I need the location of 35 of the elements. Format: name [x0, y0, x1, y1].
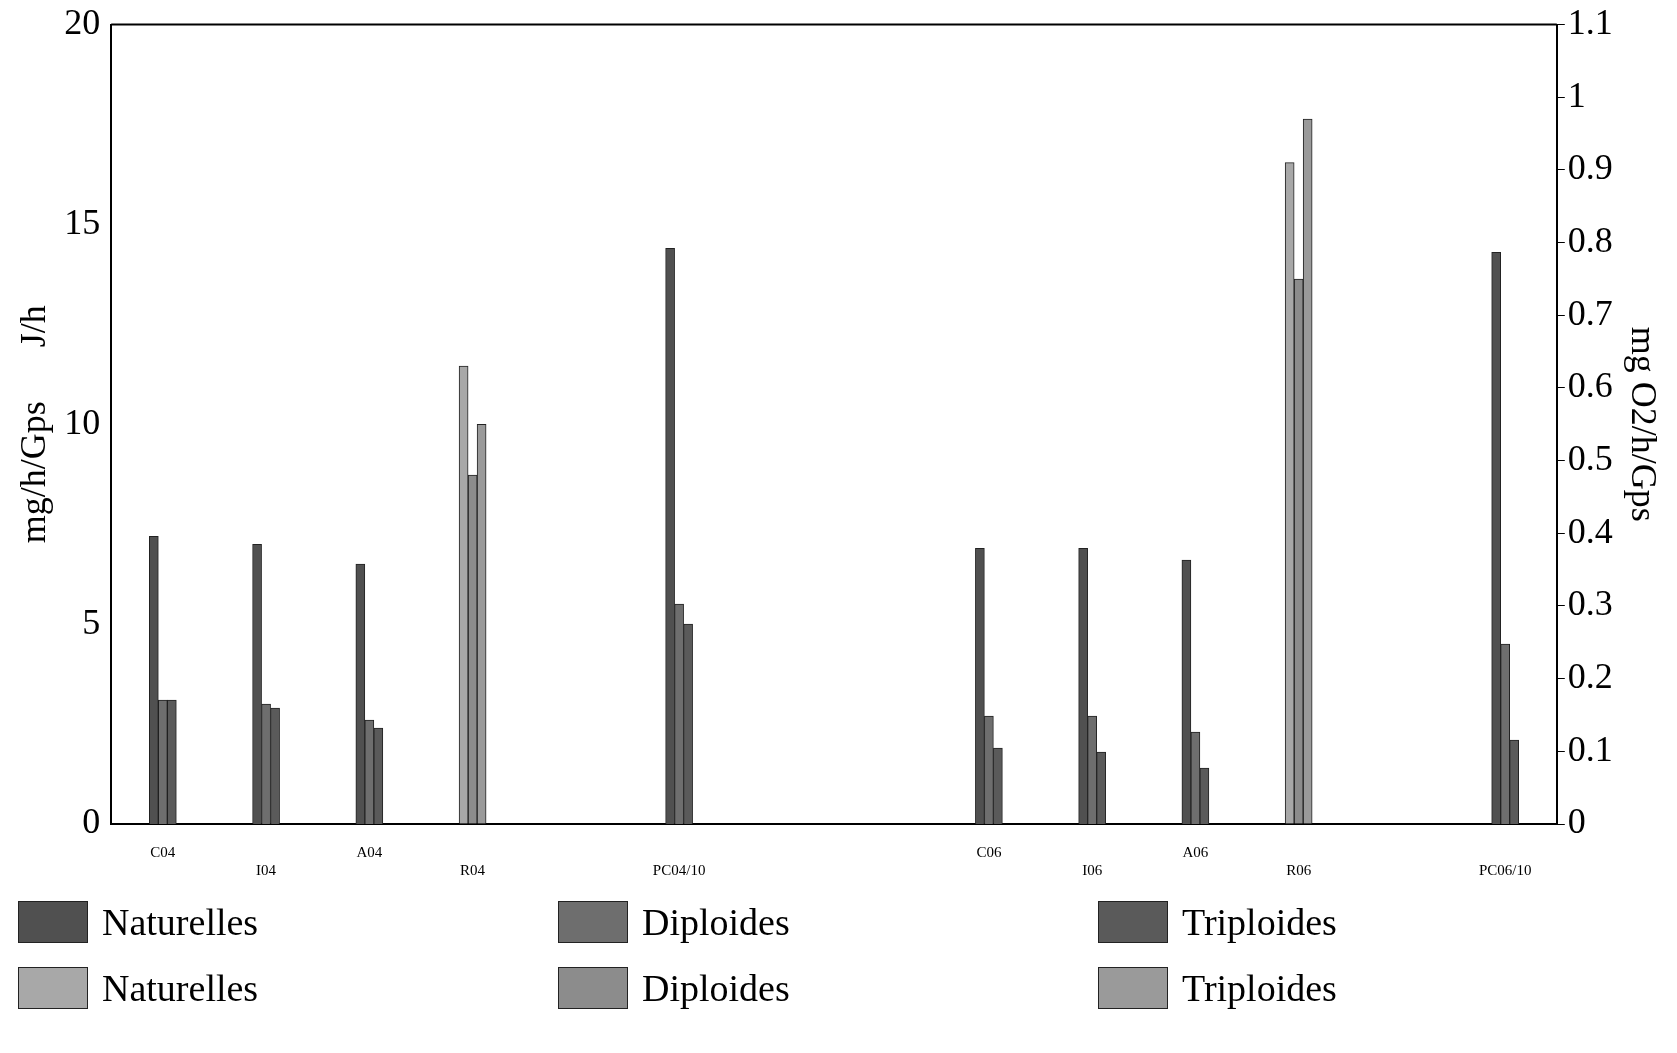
x-tick-label: C06	[976, 843, 1002, 860]
x-tick-label: I06	[1082, 861, 1103, 878]
y2-tick-label: 0.1	[1567, 728, 1613, 769]
y2-tick-label: 1	[1567, 74, 1586, 115]
legend-label: Triploides	[1182, 900, 1337, 944]
y-tick-label: 5	[82, 601, 101, 642]
x-tick-label: PC04/10	[652, 861, 706, 878]
legend-label: Naturelles	[102, 966, 259, 1010]
x-tick-label: PC06/10	[1478, 861, 1532, 878]
x-tick-label: R04	[460, 861, 486, 878]
y2-tick-label: 0.7	[1567, 292, 1613, 333]
legend-label: Triploides	[1182, 966, 1337, 1010]
y-tick-label: 20	[64, 2, 101, 43]
legend-label: Diploides	[642, 966, 790, 1010]
y2-tick-label: 0.9	[1567, 147, 1613, 188]
y2-axis-title: mg O2/h/Gps	[1623, 326, 1664, 522]
x-tick-label: R06	[1286, 861, 1312, 878]
y-tick-label: 0	[82, 801, 101, 842]
x-tick-label: A06	[1182, 843, 1209, 860]
y2-tick-label: 0	[1567, 801, 1586, 842]
y2-tick-label: 0.8	[1567, 220, 1613, 261]
legend-label: Diploides	[642, 900, 790, 944]
y2-tick-label: 0.2	[1567, 656, 1613, 697]
y2-tick-label: 0.5	[1567, 438, 1613, 479]
y-tick-label: 10	[64, 401, 101, 442]
y2-tick-label: 0.6	[1567, 365, 1613, 406]
x-tick-label: C04	[150, 843, 176, 860]
y2-tick-label: 0.3	[1567, 583, 1613, 624]
y2-tick-label: 1.1	[1567, 2, 1613, 43]
y2-tick-label: 0.4	[1567, 510, 1613, 551]
x-tick-label: I04	[256, 861, 277, 878]
legend-label: Naturelles	[102, 900, 259, 944]
x-tick-label: A04	[356, 843, 383, 860]
y-axis-title: mg/h/Gps J/h	[13, 305, 54, 544]
y-tick-label: 15	[64, 201, 101, 242]
